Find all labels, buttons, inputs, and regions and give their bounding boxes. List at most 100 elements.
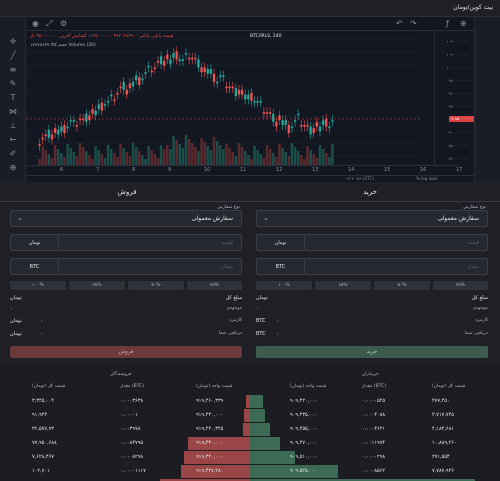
trendline-icon[interactable]: ╱: [10, 51, 16, 60]
redo-icon[interactable]: ↷: [410, 19, 417, 28]
buy-order-type-label: نوع سفارش: [463, 205, 486, 210]
buy-total[interactable]: ۷,۷۸۷,۹۳۶: [432, 468, 454, 474]
sell-total[interactable]: ۳,۳۴۵,۰۰۴: [32, 398, 54, 404]
drawing-toolbar: ✛ ╱ ≡ ✎ T ⋈ ⟂ ← ✐ ⊕: [0, 17, 26, 182]
volume-bar: [150, 150, 153, 165]
volume-bar: [106, 145, 110, 165]
buy-price[interactable]: ۹۰۹,۴۳۵,۰۰۰: [290, 412, 318, 418]
sell-price[interactable]: ۹۱۹,۴۲۰,۰۰۰: [196, 454, 224, 460]
buy-price[interactable]: ۹۰۹,۴۲۰,۰۰۰: [290, 398, 318, 404]
buy-amount[interactable]: ۰.۰۰۰۴۶۲۱: [362, 426, 386, 432]
candle-body: [256, 101, 259, 103]
buy-price[interactable]: ۹۰۹,۴۵۵,۰۰۰: [290, 426, 318, 432]
tab-sell[interactable]: فروش: [117, 188, 137, 196]
sell-pct-75[interactable]: ۷۵%: [69, 281, 125, 290]
buy-total[interactable]: ۴۷۷,۴۵۰: [432, 398, 450, 404]
undo-icon[interactable]: ↶: [396, 19, 403, 28]
buy-amount[interactable]: ۰.۰۰۰۰۲۹۸: [362, 454, 386, 460]
sell-receive-row: دریافتی شما تومان ۰: [10, 331, 242, 341]
sell-amount[interactable]: ۰.۰۰۸۴۷۹۵: [120, 440, 144, 446]
text-icon[interactable]: T: [10, 93, 16, 102]
volume-bar: [178, 144, 182, 165]
buy-total[interactable]: ۴,۱۸۴,۶۸۱: [432, 426, 454, 432]
volume-bar: [234, 156, 238, 165]
add-icon[interactable]: ⊕: [460, 19, 467, 28]
sell-amount[interactable]: ۰.۰۰۰۰۱: [120, 412, 138, 418]
back-icon[interactable]: ←: [9, 135, 17, 144]
sell-amount[interactable]: ۰.۰۰۰۰۱۱۱۷: [120, 468, 146, 474]
volume-bar: [275, 157, 278, 165]
settings-icon[interactable]: ⚙: [60, 19, 68, 28]
candle-body: [309, 126, 312, 135]
buy-amount-input[interactable]: BTC مقدار: [256, 258, 488, 275]
sell-total[interactable]: ۳۶,۵۷۷,۷۳: [32, 426, 54, 432]
sell-price[interactable]: ۹۱۹,۴۲۷,۴۸۰: [196, 468, 224, 474]
sell-price[interactable]: ۹۱۹,۴۳۰,۰۰۰: [196, 412, 224, 418]
sell-pct-25[interactable]: ۲۵%: [187, 281, 242, 290]
sell-order-type-select[interactable]: ⌄ سفارش معمولی: [10, 210, 242, 227]
buyers-title: خریداران: [362, 372, 379, 377]
sell-price[interactable]: ۹۱۹,۴۳۰,۳۴۵: [196, 426, 224, 432]
price-tick: ۱۰۰۰۰۰۰۰۰۰۰: [446, 65, 470, 70]
volume-bar: [169, 149, 172, 165]
buy-price[interactable]: ۹۰۹,۵۲۵,۰۰۰: [290, 468, 318, 474]
buy-total[interactable]: ۲۷۱,۵۵۴: [432, 454, 450, 460]
sell-amount[interactable]: ۰.۰۰۰۸۲۹۸: [120, 454, 144, 460]
chart-scale-options[interactable]: % log auto: [416, 176, 438, 181]
buy-pct-75[interactable]: ۷۵%: [315, 281, 371, 290]
buy-amount[interactable]: ۰.۰۰۰۰۵۲۵: [362, 398, 386, 404]
sell-total[interactable]: ۷۷,۹۵۰,۶۸۸: [32, 440, 57, 446]
buyers-header-amount: مقدار (BTC): [362, 384, 387, 389]
sell-total[interactable]: ۱۰۲,۷۰۱: [32, 468, 50, 474]
buy-depth-bar: [250, 465, 338, 478]
brush-icon[interactable]: ✎: [9, 79, 17, 88]
sell-price-input[interactable]: تومان قیمت: [10, 234, 242, 251]
fib-icon[interactable]: ≡: [9, 65, 17, 74]
pattern-icon[interactable]: ⋈: [9, 107, 17, 116]
sell-amount-input[interactable]: BTC مقدار: [10, 258, 242, 275]
buy-pct-50[interactable]: ۵۰%: [374, 281, 430, 290]
buy-pct-25[interactable]: ۲۵%: [433, 281, 488, 290]
sell-button[interactable]: فروش: [10, 346, 242, 358]
candle-body: [172, 53, 175, 58]
price-tick: ۱۰۴۰۰۰۰۰۰۰۰: [446, 39, 470, 44]
sell-price[interactable]: ۹۱۹,۴۳۰,۰۰۰: [196, 440, 224, 446]
sell-pct-50[interactable]: ۵۰%: [128, 281, 184, 290]
tab-buy[interactable]: خرید: [363, 188, 377, 196]
buy-price[interactable]: ۹۰۹,۴۷۰,۰۰۰: [290, 440, 318, 446]
sell-total[interactable]: ۷,۶۲۸,۴۶۷: [32, 454, 54, 460]
sell-total[interactable]: ۹۱,۹۴۳: [32, 412, 48, 418]
candle-body: [231, 86, 234, 89]
buy-amount[interactable]: ۰.۰۰۰۴۰۸۸: [362, 412, 386, 418]
buy-total[interactable]: ۳,۷۱۷,۷۴۵: [432, 412, 454, 418]
ruler-icon[interactable]: ✐: [9, 149, 17, 158]
candle-body: [253, 101, 256, 103]
candle-body: [247, 94, 250, 100]
buy-amount[interactable]: ۰.۰۰۰۸۵۶۲: [362, 468, 386, 474]
camera-icon[interactable]: ◉: [32, 19, 39, 28]
candle-body: [113, 99, 116, 101]
time-tick: 6: [60, 167, 64, 173]
buy-price-input[interactable]: تومان قیمت: [256, 234, 488, 251]
candle-body: [212, 73, 216, 82]
measure-icon[interactable]: ⟂: [10, 121, 16, 130]
sell-amount[interactable]: ۰.۰۰۰۳۶۳۸: [120, 398, 144, 404]
zoom-icon[interactable]: ⊕: [9, 163, 17, 172]
crosshair-icon[interactable]: ✛: [9, 37, 17, 46]
sell-amount[interactable]: ۰.۰۰۳۹۷۸: [120, 426, 141, 432]
candle-body: [178, 59, 181, 61]
volume-bar: [122, 148, 125, 165]
price-scale: ۱۰۴۰۰۰۰۰۰۰۰ ۱۰۲۰۰۰۰۰۰۰۰ ۱۰۰۰۰۰۰۰۰۰۰ ۹۸۰۰۰۰۰…: [434, 31, 474, 166]
candle-body: [262, 112, 266, 114]
buy-price[interactable]: ۹۰۹,۵۱۰,۰۰۰: [290, 454, 318, 460]
buy-button[interactable]: خرید: [256, 346, 488, 358]
buy-amount[interactable]: ۰.۰۰۱۱۹۷۴: [362, 440, 386, 446]
fullscreen-icon[interactable]: ⤢: [46, 19, 53, 28]
indicators-icon[interactable]: ƒ: [446, 19, 449, 28]
sell-pct-100[interactable]: ۱۰۰%: [10, 281, 66, 290]
buy-order-type-select[interactable]: ⌄ سفارش معمولی: [256, 210, 488, 227]
sell-price[interactable]: ۹۱۹,۴۶۰,۳۳۹: [196, 398, 224, 404]
buy-total[interactable]: ۱۰,۸۸۹,۲۶۰: [432, 440, 457, 446]
buy-pct-100[interactable]: ۱۰۰%: [256, 281, 312, 290]
price-chart[interactable]: ✛ ╱ ≡ ✎ T ⋈ ⟂ ← ✐ ⊕ ◉ ⤢ ⚙ ↶ ↷ ƒ ⊕ BTC/IR…: [0, 17, 500, 182]
